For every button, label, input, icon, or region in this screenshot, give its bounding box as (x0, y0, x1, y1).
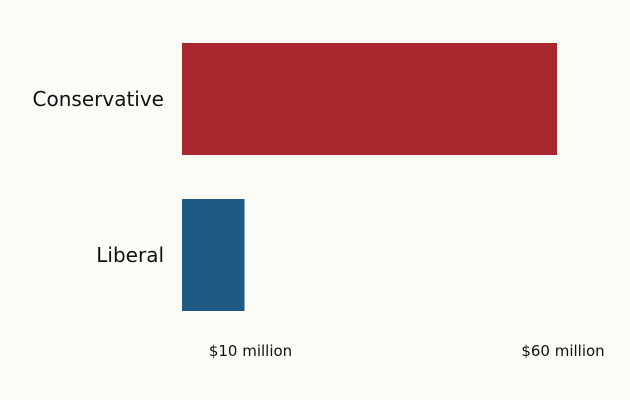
bar-conservative (182, 43, 557, 155)
value-label-conservative: $60 million (521, 342, 604, 360)
value-label-liberal: $10 million (209, 342, 292, 360)
bar-liberal (182, 199, 245, 311)
category-label-conservative: Conservative (33, 87, 164, 111)
plot-area: Conservative $60 million Liberal $10 millio… (33, 43, 605, 360)
category-label-liberal: Liberal (96, 243, 164, 267)
